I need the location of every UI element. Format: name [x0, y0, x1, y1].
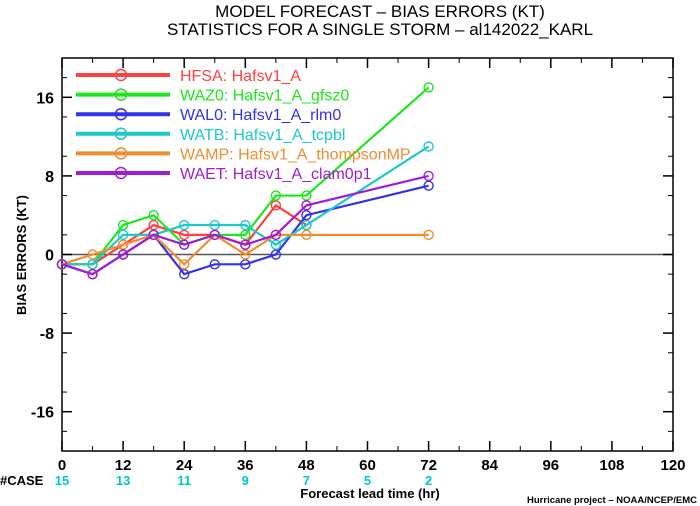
case-counts: 15 13 11 9 7 5 2: [55, 473, 432, 488]
series-point: [148, 209, 159, 221]
case-count: 2: [425, 473, 432, 488]
series-point: [148, 229, 159, 241]
y-tick-label: 16: [36, 90, 54, 107]
x-tick-label: 60: [359, 457, 376, 474]
series-point: [178, 268, 190, 280]
legend: HFSA: Hafsv1_A WAZ0: Hafsv1_A_gfsz0 WAL0: …: [76, 68, 411, 183]
series-point: [240, 259, 251, 270]
legend-label: WAZ0: Hafsv1_A_gfsz0: [180, 88, 349, 105]
series-point: [209, 229, 220, 241]
series-point: [423, 170, 434, 182]
series-line: [61, 174, 429, 276]
case-count: 5: [364, 473, 371, 488]
chart-title: MODEL FORECAST – BIAS ERRORS (KT): [215, 2, 545, 21]
x-tick-label: 12: [115, 457, 132, 474]
chart-subtitle: STATISTICS FOR A SINGLE STORM – al142022…: [167, 20, 593, 39]
series-point: [423, 180, 434, 191]
legend-marker: [114, 107, 128, 121]
series-point: [240, 229, 251, 241]
series-point: [87, 268, 98, 280]
legend-label: HFSA: Hafsv1_A: [180, 68, 301, 85]
y-axis-label: BIAS ERRORS (KT): [14, 195, 29, 315]
y-tick-label: -8: [40, 326, 54, 343]
legend-marker: [114, 166, 128, 180]
series-point: [270, 190, 282, 201]
series-point: [240, 219, 251, 231]
x-tick-label: 0: [58, 457, 66, 474]
case-count: 15: [55, 473, 69, 488]
case-count: 11: [177, 473, 191, 488]
legend-label: WATB: Hafsv1_A_tcpbl: [180, 127, 345, 144]
x-tick-label: 48: [298, 457, 315, 474]
series-point: [117, 219, 129, 231]
series-point: [209, 259, 220, 270]
legend-label: WAL0: Hafsv1_A_rlm0: [180, 107, 341, 124]
x-tick-label: 120: [660, 457, 685, 474]
series-point: [270, 249, 282, 260]
series-lines: [56, 82, 434, 280]
credit-text: Hurricane project – NOAA/NCEP/EMC: [527, 495, 697, 506]
series-point: [270, 200, 282, 211]
x-tick-label: 84: [481, 457, 498, 474]
series-point: [178, 239, 190, 250]
y-tick-label: 8: [45, 169, 54, 186]
x-tick-label: 36: [237, 457, 254, 474]
x-axis-label: Forecast lead time (hr): [300, 486, 439, 501]
x-tick-label: 108: [599, 457, 624, 474]
plot-area: [61, 57, 674, 452]
series-point: [56, 259, 68, 270]
legend-marker: [114, 68, 128, 82]
series-point: [209, 219, 220, 231]
case-count: 7: [303, 473, 310, 488]
case-count: 9: [242, 473, 249, 488]
legend-marker: [114, 127, 128, 141]
series-point: [423, 141, 434, 152]
legend-label: WAMP: Hafsv1_A_thompsonMP: [180, 146, 411, 163]
legend-marker: [114, 88, 128, 101]
series-line: [61, 233, 429, 266]
series-point: [240, 249, 251, 260]
series-point: [178, 219, 190, 231]
x-tick-label: 72: [420, 457, 437, 474]
series-point: [148, 219, 159, 231]
series-point: [301, 229, 312, 241]
series-point: [270, 239, 282, 250]
series-point: [87, 249, 98, 260]
series-point: [301, 200, 312, 211]
case-count-label: #CASE: [0, 473, 44, 488]
series-point: [117, 239, 129, 250]
series-point: [178, 229, 190, 241]
x-tick-label: 96: [542, 457, 559, 474]
series-point: [423, 82, 434, 93]
series-point: [301, 219, 312, 231]
legend-label: WAET: Hafsv1_A_clam0p1: [180, 166, 372, 183]
series-point: [87, 259, 98, 270]
series-point: [117, 229, 129, 241]
series-point: [178, 259, 190, 270]
legend-marker: [114, 147, 128, 160]
series-point: [240, 239, 251, 250]
series-point: [117, 249, 129, 260]
axis-ticks: 0 12 24 36 48 60 72 84 96 108 120 -16 -8 0 8 16: [31, 58, 686, 474]
y-tick-label: 0: [45, 248, 54, 265]
series-line: [62, 203, 307, 266]
series-point: [423, 229, 434, 241]
series-point: [301, 209, 312, 221]
y-tick-label: -16: [31, 405, 54, 422]
case-count: 13: [116, 473, 130, 488]
series-point: [301, 190, 312, 201]
x-tick-label: 24: [176, 457, 193, 474]
series-point: [270, 229, 282, 241]
